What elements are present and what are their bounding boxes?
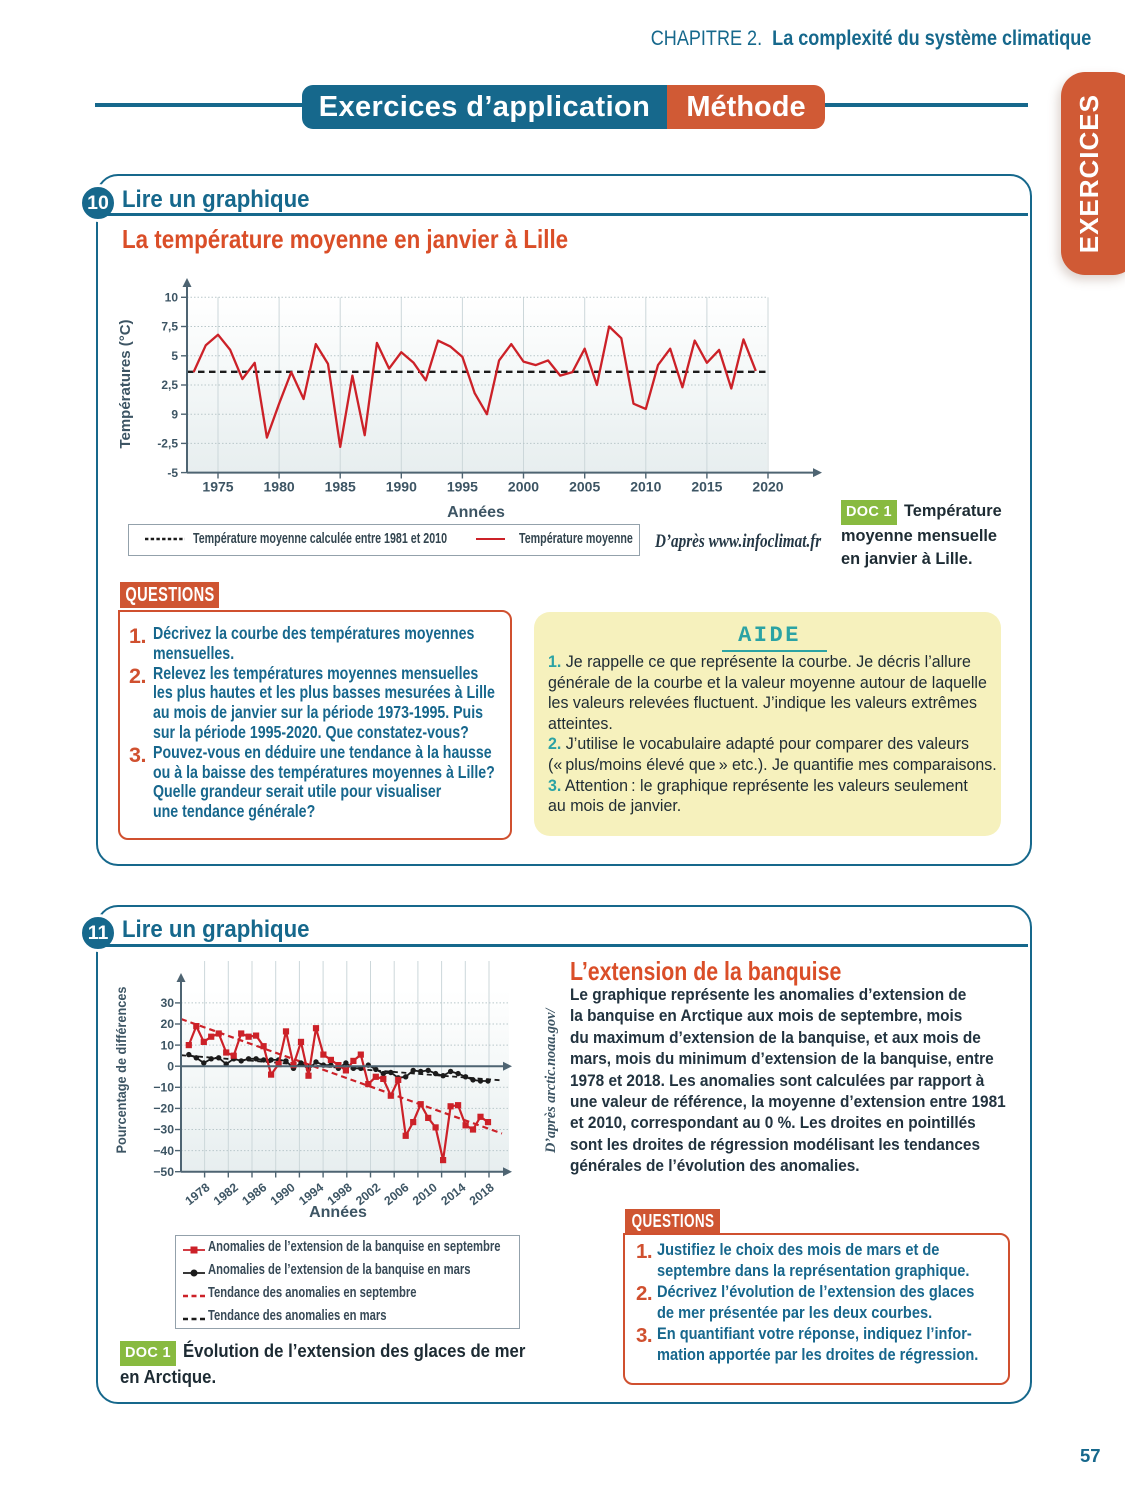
svg-text:1980: 1980 xyxy=(264,479,295,495)
svg-text:1990: 1990 xyxy=(268,1180,298,1208)
svg-text:2000: 2000 xyxy=(508,479,539,495)
svg-text:-2,5: -2,5 xyxy=(157,437,178,451)
svg-text:Années: Années xyxy=(309,1204,367,1221)
svg-text:Températures (°C): Températures (°C) xyxy=(117,319,134,448)
svg-text:−30: −30 xyxy=(153,1123,174,1137)
svg-text:2020: 2020 xyxy=(752,479,783,495)
svg-text:2014: 2014 xyxy=(438,1180,468,1208)
svg-text:2006: 2006 xyxy=(381,1180,411,1208)
svg-text:Pourcentage de différences: Pourcentage de différences xyxy=(114,987,129,1154)
svg-text:10: 10 xyxy=(165,291,179,305)
svg-text:1975: 1975 xyxy=(202,479,233,495)
svg-text:10: 10 xyxy=(160,1038,174,1052)
svg-text:1985: 1985 xyxy=(325,479,356,495)
svg-text:0: 0 xyxy=(167,1059,174,1073)
svg-text:20: 20 xyxy=(160,1017,174,1031)
svg-text:1986: 1986 xyxy=(239,1180,269,1208)
svg-text:−50: −50 xyxy=(153,1165,174,1179)
svg-text:−20: −20 xyxy=(153,1102,174,1116)
svg-text:Années: Années xyxy=(447,504,505,521)
svg-text:−40: −40 xyxy=(153,1144,174,1158)
svg-text:1982: 1982 xyxy=(211,1180,241,1208)
svg-text:2,5: 2,5 xyxy=(161,378,178,392)
svg-text:5: 5 xyxy=(171,349,178,363)
svg-text:2010: 2010 xyxy=(630,479,661,495)
svg-text:30: 30 xyxy=(160,996,174,1010)
svg-text:2018: 2018 xyxy=(467,1180,497,1208)
svg-text:−10: −10 xyxy=(153,1081,174,1095)
svg-text:2015: 2015 xyxy=(691,479,722,495)
svg-text:1978: 1978 xyxy=(182,1180,212,1208)
svg-text:2010: 2010 xyxy=(410,1180,440,1208)
svg-text:-5: -5 xyxy=(167,466,178,480)
svg-text:2005: 2005 xyxy=(569,479,600,495)
svg-text:7,5: 7,5 xyxy=(161,320,178,334)
svg-text:1995: 1995 xyxy=(447,479,478,495)
svg-text:9: 9 xyxy=(171,407,178,421)
svg-text:1990: 1990 xyxy=(386,479,417,495)
